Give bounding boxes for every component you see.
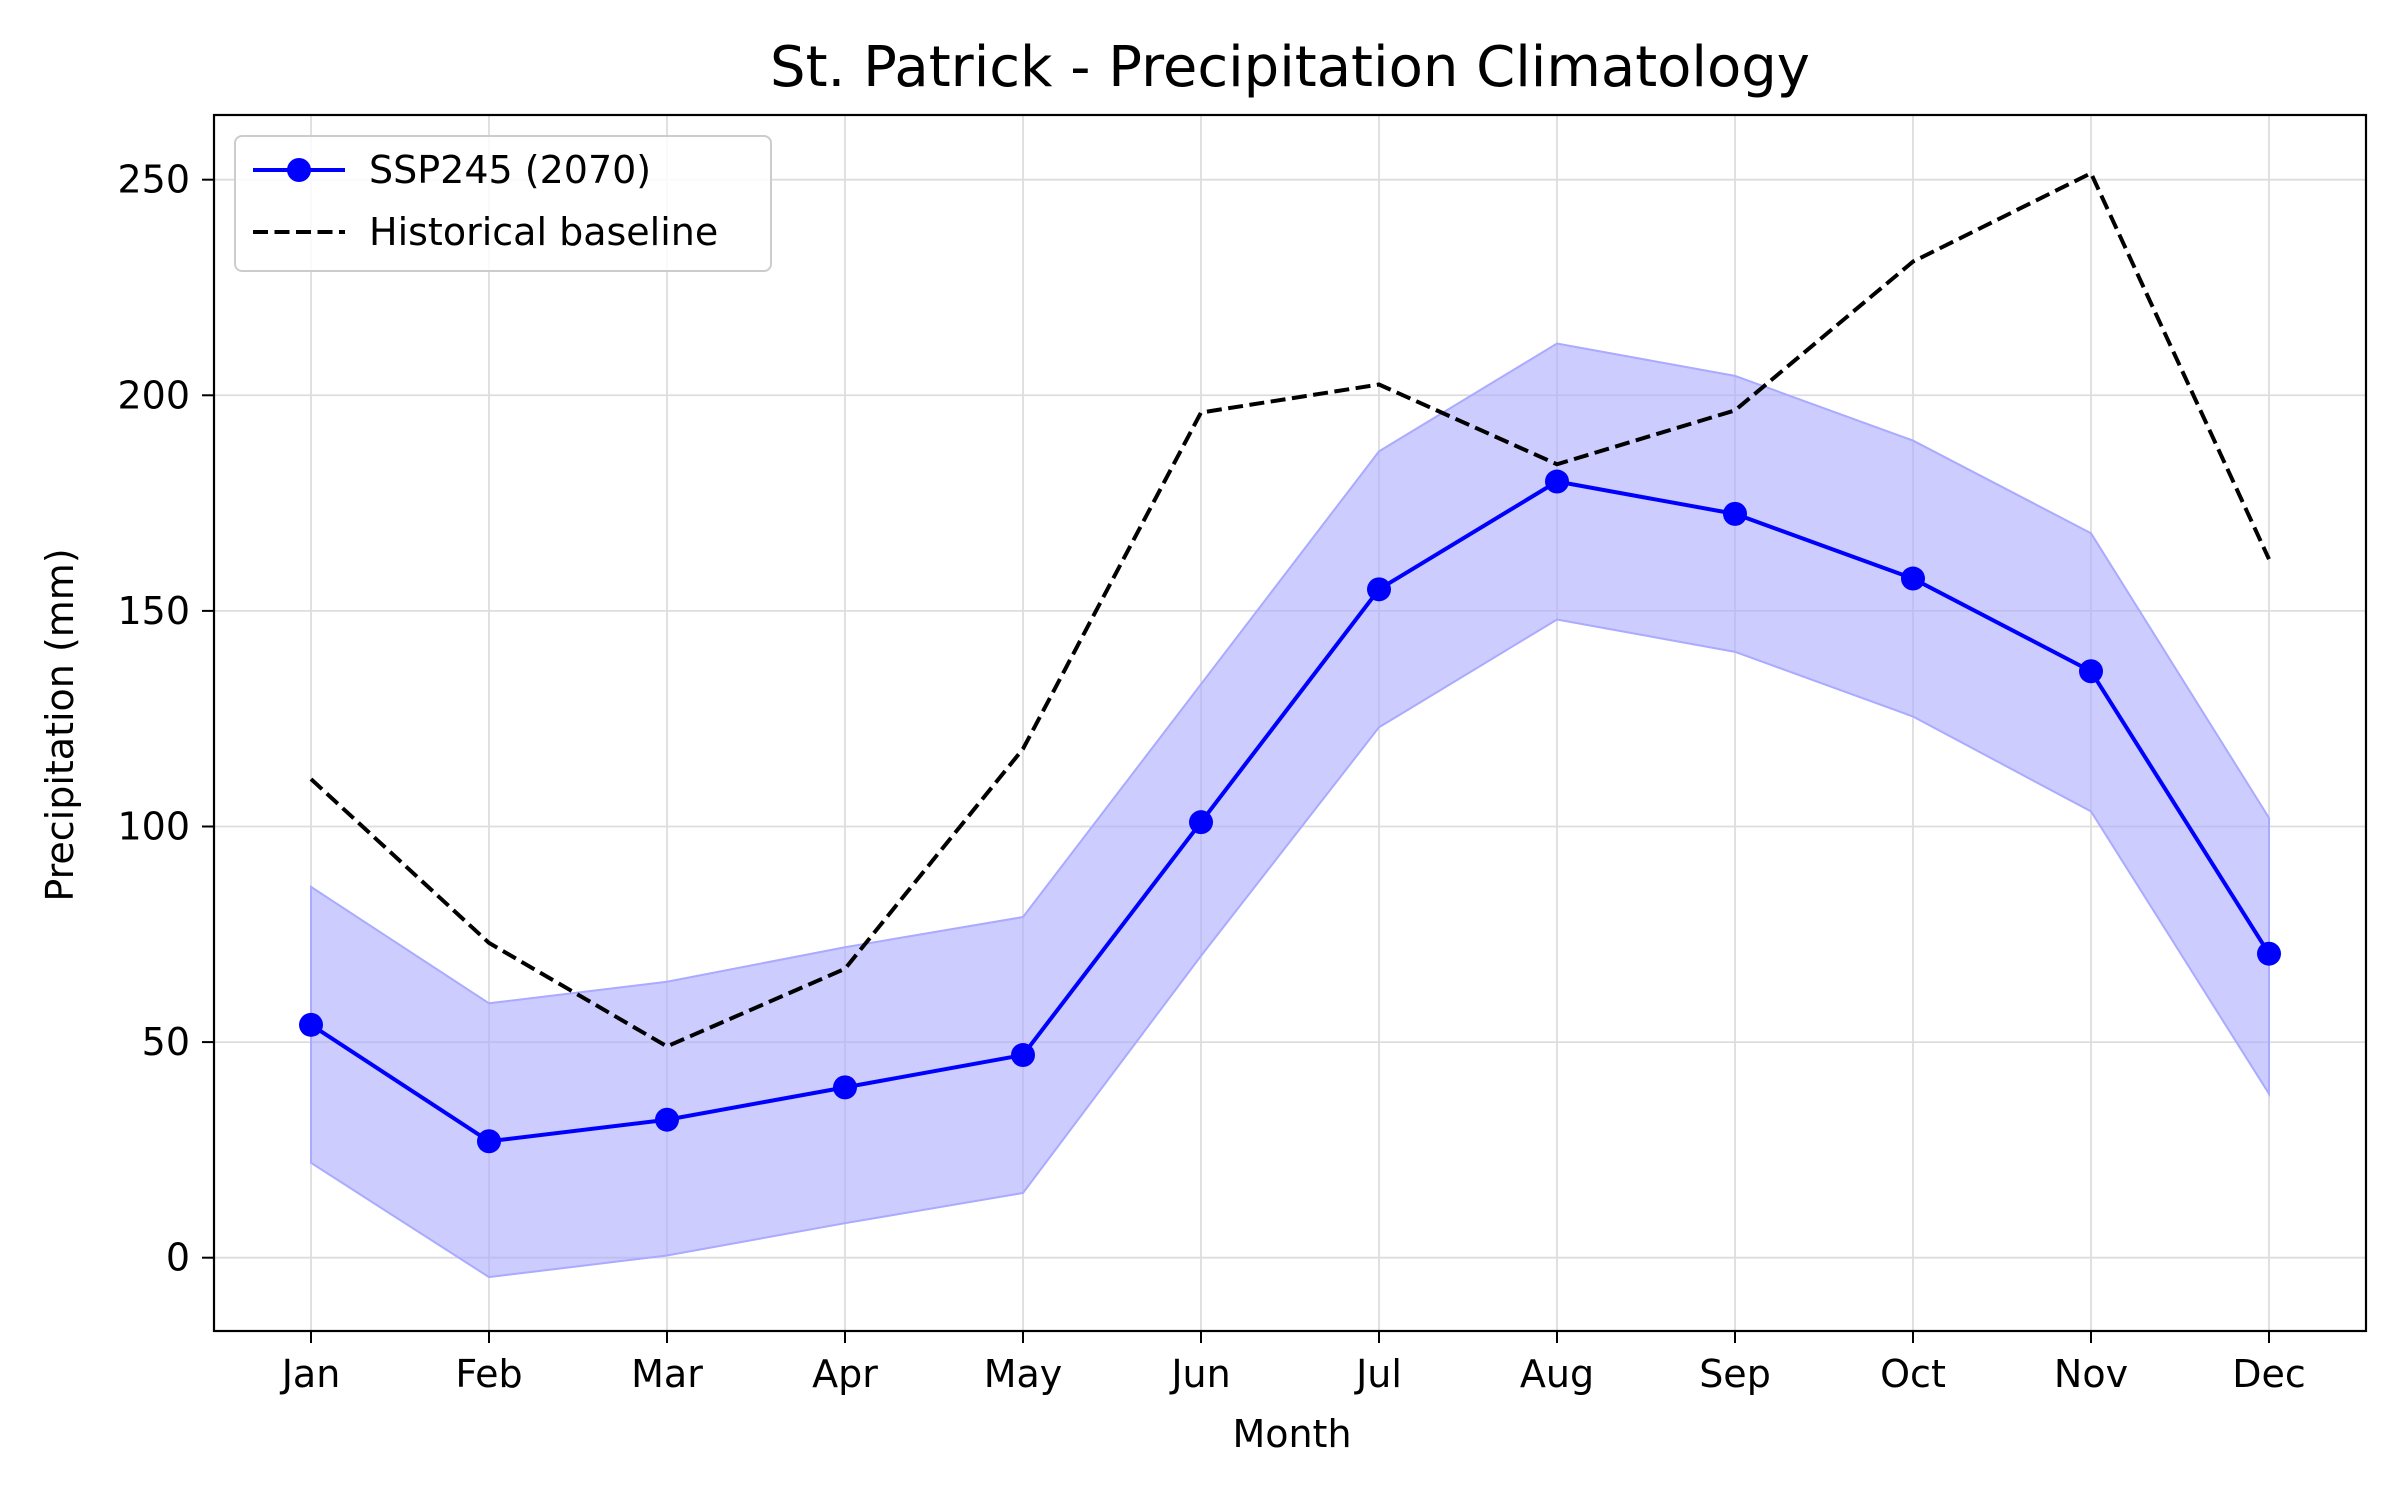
y-tick-label: 250 bbox=[117, 158, 190, 202]
x-tick-label: Dec bbox=[2232, 1352, 2306, 1396]
ssp245-point bbox=[2257, 941, 2281, 966]
plot-frame bbox=[212, 113, 2368, 1333]
y-tick-label: 200 bbox=[117, 373, 190, 417]
x-tick-label: Sep bbox=[1699, 1352, 1771, 1396]
historical-baseline-line bbox=[309, 170, 2271, 1049]
series-lines bbox=[299, 170, 2281, 1154]
y-tick-label: 150 bbox=[117, 589, 190, 633]
ssp245-point bbox=[1011, 1043, 1035, 1068]
ssp245-point bbox=[299, 1012, 323, 1037]
legend-label-ssp245: SSP245 (2070) bbox=[369, 148, 651, 192]
x-tick-label: Mar bbox=[631, 1352, 703, 1396]
x-tick-label: Nov bbox=[2054, 1352, 2128, 1396]
x-tick-label: May bbox=[984, 1352, 1063, 1396]
y-axis-label: Precipitation (mm) bbox=[38, 548, 82, 901]
legend-marker-ssp245 bbox=[287, 158, 311, 182]
ssp245-point bbox=[1189, 810, 1213, 835]
uncertainty-band-area bbox=[310, 342, 2270, 1279]
legend: SSP245 (2070) Historical baseline bbox=[234, 135, 772, 272]
ssp245-point bbox=[2079, 659, 2103, 684]
ssp245-point bbox=[1723, 501, 1747, 526]
ssp245-point bbox=[1901, 566, 1925, 591]
y-tick-label: 50 bbox=[142, 1020, 190, 1064]
y-tick-label: 100 bbox=[117, 804, 190, 848]
x-tick-label: Apr bbox=[812, 1352, 878, 1396]
chart-title: St. Patrick - Precipitation Climatology bbox=[770, 35, 1810, 100]
legend-label-historical: Historical baseline bbox=[369, 210, 718, 254]
ssp245-line bbox=[309, 479, 2271, 1144]
uncertainty-band bbox=[310, 342, 2270, 1279]
x-tick-label: Jan bbox=[280, 1352, 341, 1396]
y-axis-ticks: 0 50 100 150 200 250 bbox=[117, 158, 214, 1280]
x-tick-label: Oct bbox=[1880, 1352, 1946, 1396]
ssp245-point bbox=[655, 1107, 679, 1132]
x-tick-label: Jul bbox=[1354, 1352, 1402, 1396]
ssp245-point bbox=[833, 1075, 857, 1100]
y-tick-label: 0 bbox=[166, 1236, 190, 1280]
legend-box bbox=[234, 135, 772, 272]
x-axis-ticks: Jan Feb Mar Apr May Jun Jul Aug Sep Oct Nov Dec bbox=[280, 1331, 2306, 1396]
x-tick-label: Aug bbox=[1520, 1352, 1594, 1396]
x-tick-label: Jun bbox=[1169, 1352, 1230, 1396]
x-axis-label: Month bbox=[1232, 1412, 1351, 1456]
ssp245-point bbox=[1545, 469, 1569, 494]
ssp245-point bbox=[1367, 577, 1391, 602]
x-tick-label: Feb bbox=[455, 1352, 522, 1396]
ssp245-point bbox=[477, 1129, 501, 1154]
